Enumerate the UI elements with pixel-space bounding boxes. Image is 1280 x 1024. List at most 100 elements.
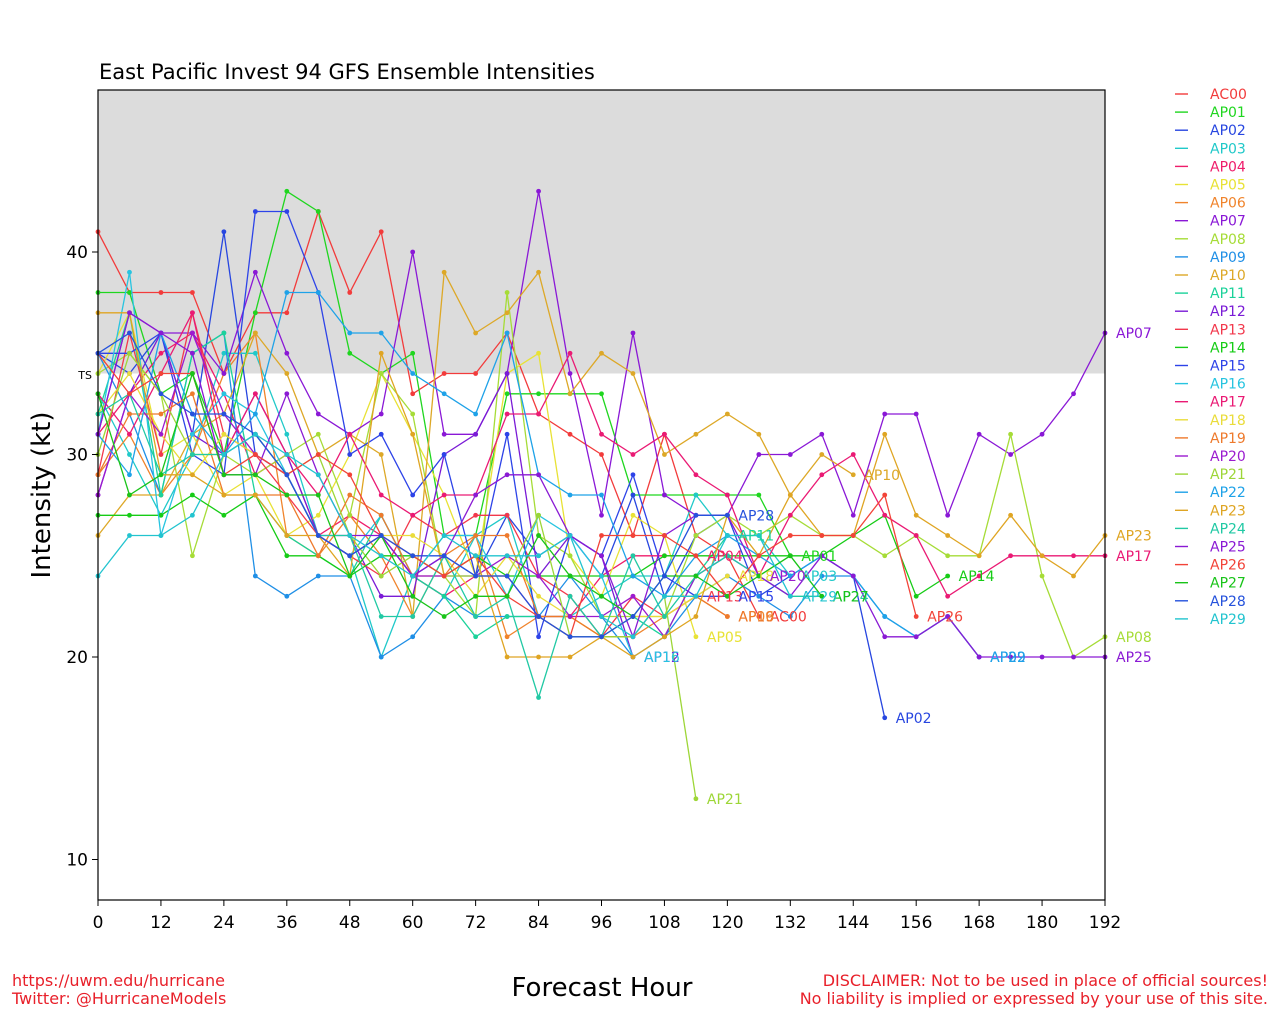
data-point	[599, 431, 604, 437]
data-point	[190, 330, 195, 336]
data-point	[536, 695, 541, 700]
data-point	[127, 431, 132, 437]
data-point	[441, 371, 447, 376]
legend-item-ap12: AP12	[1175, 304, 1246, 320]
data-point	[693, 553, 699, 559]
data-point	[724, 492, 730, 498]
data-point	[190, 411, 195, 417]
legend-label: AP27	[1210, 576, 1246, 592]
data-point	[536, 654, 541, 660]
data-point	[284, 492, 290, 498]
data-point	[630, 330, 636, 336]
x-tick-label: 24	[213, 913, 235, 933]
data-point	[850, 452, 856, 457]
end-label: AP23	[1116, 529, 1152, 545]
end-label: AP28	[738, 508, 774, 524]
data-point	[756, 593, 762, 599]
legend-label: AP24	[1210, 521, 1246, 537]
data-point	[504, 553, 510, 559]
data-point	[315, 472, 321, 478]
legend-label: AP01	[1210, 105, 1246, 121]
legend-item-ap04: AP04	[1175, 159, 1246, 175]
data-point	[536, 512, 541, 518]
website-link[interactable]: https://uwm.edu/hurricane	[12, 971, 225, 990]
data-point	[504, 533, 510, 538]
data-point	[662, 593, 667, 599]
data-point	[473, 614, 479, 619]
data-point	[158, 533, 164, 538]
data-point	[662, 553, 667, 559]
data-point	[473, 533, 479, 538]
data-point	[945, 614, 951, 619]
data-point	[410, 431, 416, 437]
legend-item-ap05: AP05	[1175, 178, 1246, 194]
legend-label: AP08	[1210, 232, 1246, 248]
twitter-handle[interactable]: Twitter: @HurricaneModels	[12, 989, 227, 1008]
legend-item-ap20: AP20	[1175, 449, 1246, 465]
data-point	[504, 371, 510, 376]
data-point	[378, 573, 384, 579]
data-point	[127, 310, 132, 316]
data-point	[536, 573, 541, 579]
x-tick-label: 48	[339, 913, 361, 933]
data-point	[913, 512, 919, 518]
data-point	[787, 614, 793, 619]
data-point	[347, 573, 353, 579]
data-point	[410, 391, 416, 397]
data-point	[819, 573, 825, 579]
data-point	[756, 553, 762, 559]
data-point	[630, 472, 636, 478]
end-label: AP05	[707, 630, 743, 646]
end-label: AP07	[1116, 326, 1152, 342]
data-point	[378, 431, 384, 437]
data-point	[1039, 654, 1045, 660]
legend-item-ap13: AP13	[1175, 322, 1246, 338]
data-point	[252, 310, 258, 316]
data-point	[378, 512, 384, 518]
data-point	[473, 553, 479, 559]
legend-label: AP13	[1210, 322, 1246, 338]
data-point	[441, 492, 447, 498]
data-point	[567, 593, 573, 599]
series-ap12	[95, 330, 636, 660]
end-label: AP26	[927, 610, 963, 626]
data-point	[473, 593, 479, 599]
data-point	[284, 452, 290, 457]
legend-item-ap28: AP28	[1175, 594, 1246, 610]
data-point	[1008, 654, 1013, 660]
end-label: AP04	[707, 549, 743, 565]
disclaimer-line-1: DISCLAIMER: Not to be used in place of o…	[822, 971, 1268, 990]
data-point	[724, 533, 730, 538]
data-point	[536, 593, 541, 599]
data-point	[536, 350, 541, 356]
data-point	[724, 614, 730, 619]
data-point	[378, 492, 384, 498]
data-point	[252, 573, 258, 579]
data-point	[599, 452, 604, 457]
data-point	[221, 431, 227, 437]
data-point	[473, 330, 479, 336]
tropical-storm-zone	[98, 90, 1105, 374]
end-label: AP19	[738, 610, 774, 626]
data-point	[882, 715, 888, 721]
data-point	[630, 614, 636, 619]
data-point	[441, 614, 447, 619]
disclaimer: DISCLAIMER: Not to be used in place of o…	[800, 972, 1268, 1008]
data-point	[536, 269, 541, 275]
data-point	[567, 553, 573, 559]
x-tick-label: 120	[711, 913, 743, 933]
legend-label: AP15	[1210, 359, 1246, 375]
legend-label: AP29	[1210, 612, 1246, 628]
data-point	[504, 634, 510, 640]
legend-label: AP18	[1210, 413, 1246, 429]
data-point	[410, 411, 416, 417]
data-point	[127, 512, 132, 518]
data-point	[410, 512, 416, 518]
data-point	[756, 614, 762, 619]
data-point	[315, 553, 321, 559]
data-point	[756, 431, 762, 437]
data-point	[190, 492, 195, 498]
data-point	[630, 593, 636, 599]
x-tick-label: 72	[465, 913, 487, 933]
data-point	[662, 533, 667, 538]
